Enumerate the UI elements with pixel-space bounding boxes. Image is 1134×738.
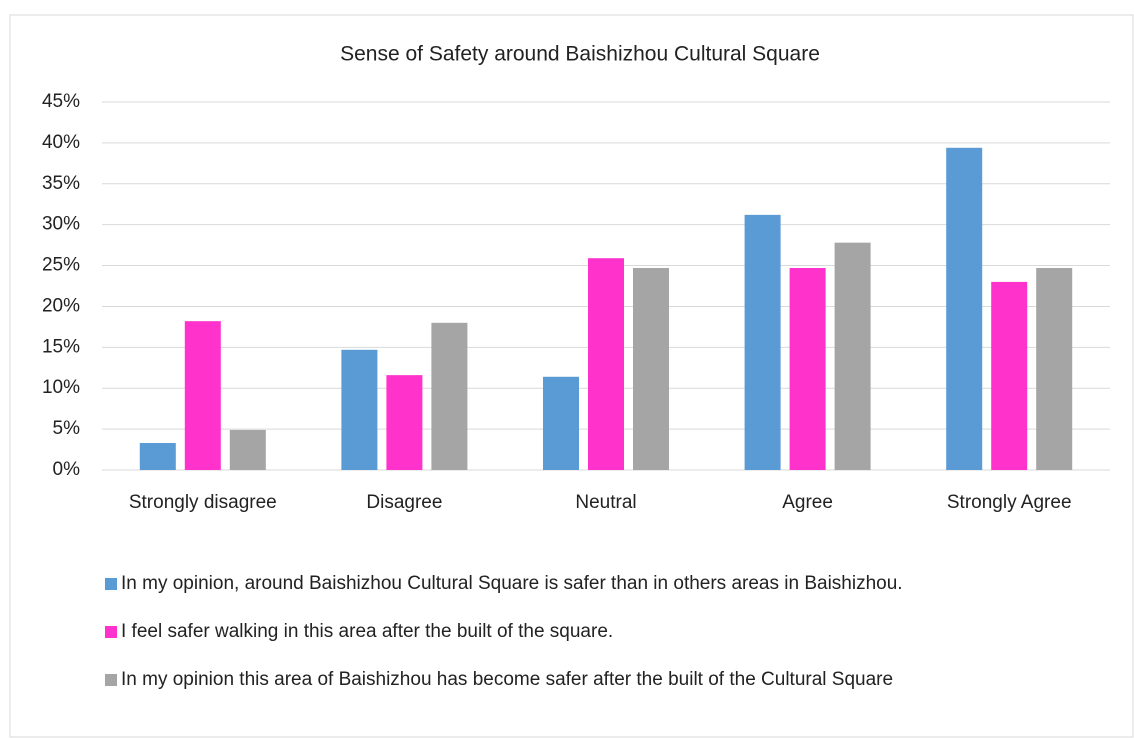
bar [1036,268,1073,470]
legend-swatch [105,674,117,686]
bar [633,268,669,470]
y-tick-label: 0% [53,459,81,480]
legend-label: In my opinion this area of Baishizhou ha… [121,669,893,690]
y-tick-label: 15% [42,336,80,357]
bar [341,349,378,470]
bar [229,429,266,470]
bar [184,321,221,470]
bar [991,281,1028,470]
bar [588,258,624,470]
y-tick-label: 25% [42,255,80,276]
bar [431,322,468,470]
legend-swatch [105,578,117,590]
y-tick-label: 45% [42,91,80,112]
legend-swatch [105,626,117,638]
legend-label: I feel safer walking in this area after … [121,621,613,642]
bar [834,242,871,470]
x-tick-label: Strongly disagree [129,492,277,513]
y-tick-label: 30% [42,214,80,235]
chart-title: Sense of Safety around Baishizhou Cultur… [340,43,820,66]
y-tick-label: 35% [42,173,80,194]
bar [946,147,983,470]
y-tick-label: 20% [42,295,80,316]
bar [744,214,781,470]
y-tick-label: 10% [42,377,80,398]
x-tick-label: Disagree [366,492,442,513]
y-tick-label: 40% [42,132,80,153]
bar [543,376,579,470]
bar [139,443,176,470]
x-tick-label: Agree [782,492,833,513]
legend-label: In my opinion, around Baishizhou Cultura… [121,573,903,594]
x-tick-label: Strongly Agree [947,492,1072,513]
bar [789,268,826,470]
y-tick-label: 5% [53,418,81,439]
x-tick-label: Neutral [575,492,636,513]
bar [386,375,423,470]
